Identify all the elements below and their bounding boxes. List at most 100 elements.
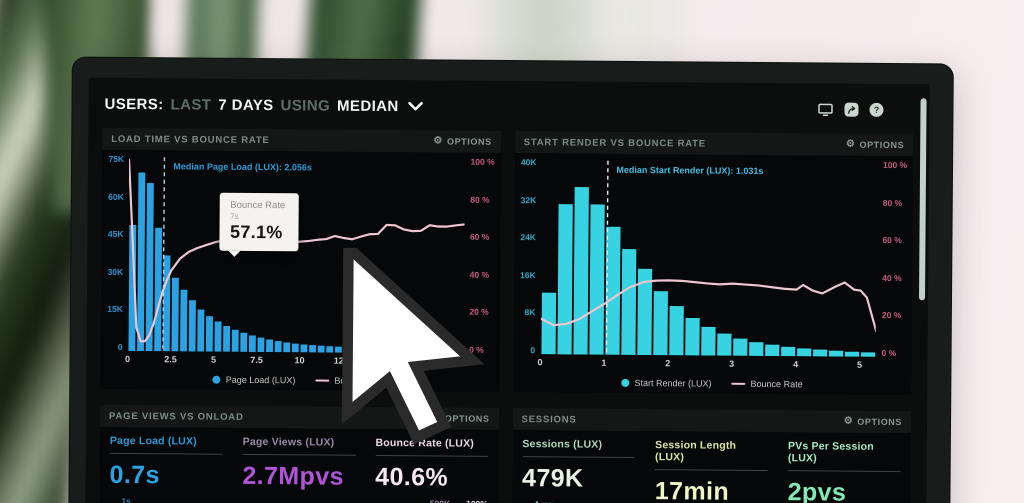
metric-label: Session Length (LUX) [655, 439, 737, 464]
divider [375, 454, 489, 457]
histogram-bar[interactable] [248, 335, 256, 352]
histogram-bar[interactable] [214, 321, 222, 352]
options-button[interactable]: ⚙ OPTIONS [843, 415, 902, 427]
metric-value: 40.6% [375, 462, 449, 492]
panel-title: PAGE VIEWS VS ONLOAD [109, 410, 244, 423]
load-time-plot[interactable]: Median Page Load (LUX): 2.056s Bounce Ra… [127, 154, 485, 445]
histogram-bar[interactable] [700, 326, 716, 356]
y-axis-label: 0 [117, 341, 123, 352]
histogram-bar[interactable] [145, 183, 154, 352]
histogram-bar[interactable] [300, 344, 308, 353]
options-button[interactable]: ⚙ OPTIONS [433, 135, 491, 146]
series-dot-icon [212, 375, 221, 384]
legend-label: Start Render (LUX) [634, 377, 712, 389]
metric-bounce-rate: Bounce Rate (LUX) 40.6% 500K100% [375, 437, 489, 503]
median-line [605, 160, 609, 355]
legend-bar-series[interactable]: Start Render (LUX) [621, 377, 712, 389]
panel-start-render-vs-bounce-rate: START RENDER VS BOUNCE RATE ⚙ OPTIONS 40… [512, 131, 914, 396]
options-label: OPTIONS [859, 139, 905, 151]
scrollbar-thumb[interactable] [918, 98, 927, 301]
gear-icon: ⚙ [843, 415, 854, 427]
title-users: USERS: [104, 95, 164, 113]
bounce-rate-line [540, 279, 877, 333]
y-axis-label: 0 % [881, 347, 897, 358]
histogram-bar[interactable] [154, 227, 163, 352]
histogram-bar[interactable] [180, 289, 188, 352]
histogram-bar[interactable] [162, 255, 171, 352]
metric-value: 17min [654, 477, 730, 503]
histogram-bar[interactable] [291, 343, 299, 353]
histogram-bar[interactable] [860, 352, 875, 357]
histogram-bar[interactable] [231, 329, 239, 352]
histogram-bar[interactable] [668, 305, 684, 356]
histogram-bar[interactable] [636, 268, 652, 356]
histogram-bar[interactable] [684, 317, 700, 356]
histogram-bar[interactable] [796, 348, 811, 357]
start-render-chart-svg [540, 160, 877, 357]
options-button[interactable]: ⚙ OPTIONS [846, 139, 905, 151]
histogram-bar[interactable] [257, 337, 265, 353]
histogram-bar[interactable] [620, 248, 636, 355]
histogram-bar[interactable] [588, 204, 605, 355]
y-axis-right: 100 % 80 % 60 % 40 % 20 % 0 % [876, 160, 914, 358]
help-icon[interactable]: ? [869, 102, 884, 117]
panel-header: LOAD TIME VS BOUNCE RATE ⚙ OPTIONS [102, 127, 501, 153]
histogram-bar[interactable] [283, 342, 291, 353]
mouse-cursor [341, 246, 485, 445]
y-axis-left: 75K 60K 45K 30K 15K 0 [101, 154, 130, 352]
metric-pvs-per-session: PVs Per Session (LUX) 2pvs 100K40 min [787, 440, 901, 503]
histogram-bar[interactable] [764, 344, 779, 357]
metric-sessions: Sessions (LUX) 479K 4 pvs [522, 438, 636, 503]
metric-value: 2pvs [787, 478, 847, 503]
page-title[interactable]: USERS: LAST 7 DAYS USING MEDIAN [104, 95, 423, 115]
histogram-bar[interactable] [652, 291, 668, 356]
share-icon[interactable] [844, 102, 859, 117]
histogram-bar[interactable] [828, 350, 843, 357]
metric-subvalue: 100% [466, 499, 488, 503]
histogram-bar[interactable] [309, 345, 316, 353]
y-axis-label: 60 % [469, 231, 490, 242]
histogram-bar[interactable] [844, 351, 859, 357]
histogram-bar[interactable] [780, 346, 795, 357]
tooltip-series: Bounce Rate [230, 199, 286, 212]
load-time-chart-svg [127, 157, 465, 354]
histogram-bar[interactable] [326, 346, 334, 353]
y-axis-label: 80 % [882, 197, 903, 208]
start-render-plot[interactable]: Median Start Render (LUX): 1.031s [540, 157, 877, 357]
display-icon[interactable] [817, 102, 833, 117]
histogram-bar[interactable] [171, 277, 179, 352]
divider [654, 469, 768, 472]
histogram-bar[interactable] [137, 172, 146, 352]
histogram-bar[interactable] [197, 309, 205, 352]
panel-load-time-vs-bounce-rate: LOAD TIME VS BOUNCE RATE ⚙ OPTIONS 75K 60… [100, 127, 501, 445]
histogram-bar[interactable] [334, 346, 342, 353]
histogram-bar[interactable] [604, 226, 621, 355]
histogram-bar[interactable] [205, 316, 213, 352]
histogram-bar[interactable] [748, 342, 763, 356]
title-median: MEDIAN [337, 97, 399, 115]
histogram-bar[interactable] [732, 338, 747, 356]
chevron-down-icon[interactable] [408, 101, 424, 111]
y-axis-label: 45K [107, 228, 124, 239]
y-axis-label: 60 % [882, 234, 902, 246]
metric-subvalue: 1s [121, 495, 131, 503]
histogram-bar[interactable] [240, 332, 248, 352]
tooltip-value: 57.1% [230, 221, 283, 243]
y-axis-label: 20 % [881, 309, 902, 321]
histogram-bar[interactable] [317, 345, 325, 353]
histogram-bar[interactable] [274, 341, 282, 353]
histogram-bar[interactable] [266, 339, 274, 353]
histogram-bar[interactable] [188, 300, 196, 352]
metric-subvalues [242, 497, 355, 498]
legend-line-series[interactable]: Bounce Rate [731, 379, 803, 389]
metric-value: 2.7Mpvs [242, 461, 344, 491]
histogram-bar[interactable] [223, 326, 231, 352]
histogram-bar[interactable] [716, 333, 732, 356]
histogram-bar[interactable] [812, 349, 827, 357]
metric-session-length: Session Length (LUX) 17min [654, 439, 768, 503]
divider [522, 456, 636, 458]
histogram-bar[interactable] [572, 187, 589, 355]
histogram-bar[interactable] [556, 204, 573, 355]
